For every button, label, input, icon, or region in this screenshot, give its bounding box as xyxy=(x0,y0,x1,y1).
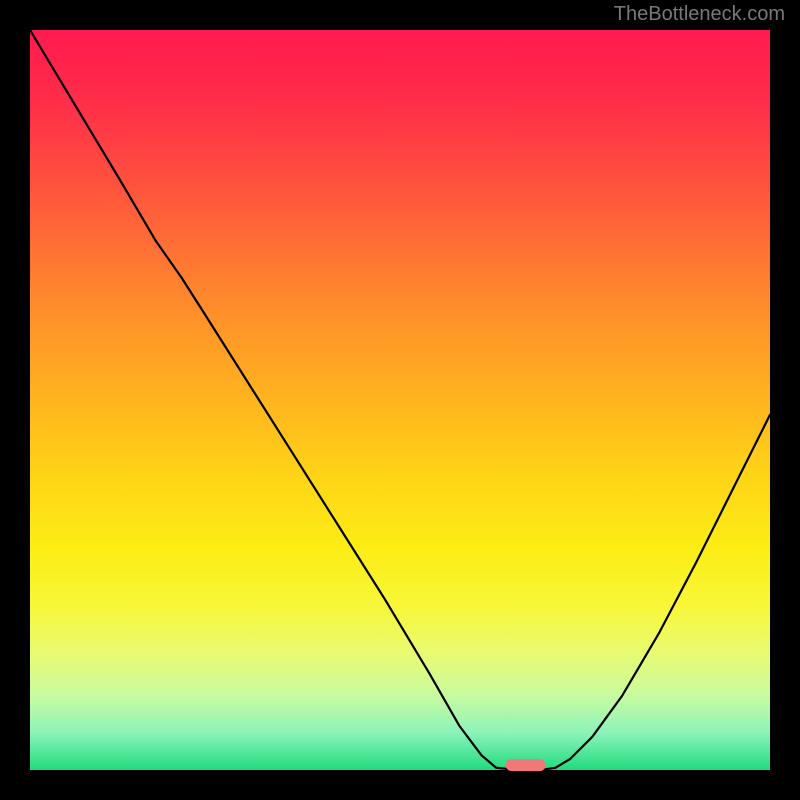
plot-area xyxy=(30,30,770,770)
watermark-text: TheBottleneck.com xyxy=(614,3,785,26)
curve-layer xyxy=(30,30,770,770)
optimal-marker xyxy=(505,759,546,771)
bottleneck-curve xyxy=(30,30,770,770)
